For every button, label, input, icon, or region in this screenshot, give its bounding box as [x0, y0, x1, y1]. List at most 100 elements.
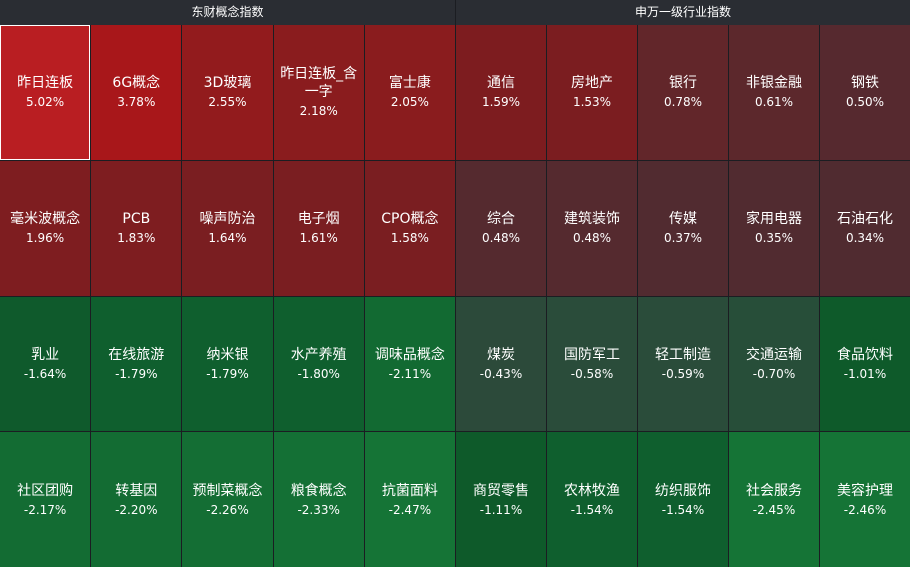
heatmap-tile[interactable]: 家用电器 0.35% — [729, 160, 819, 296]
tile-change: 2.05% — [390, 95, 429, 110]
heatmap-tile[interactable]: 噪声防治 1.64% — [182, 160, 273, 296]
heatmap-tile[interactable]: 社会服务 -2.45% — [729, 432, 819, 567]
heatmap-tile[interactable]: 毫米波概念 1.96% — [0, 160, 91, 296]
heatmap-tile[interactable]: 银行 0.78% — [638, 25, 728, 160]
tile-change: 0.37% — [663, 231, 703, 246]
heatmap-tile[interactable]: 建筑装饰 0.48% — [547, 160, 637, 296]
heatmap-tile[interactable]: 商贸零售 -1.11% — [456, 432, 546, 567]
tile-change: -1.79% — [115, 366, 158, 381]
tile-change: -2.47% — [388, 502, 432, 517]
tile-name: 调味品概念 — [374, 346, 445, 363]
tile-change: 0.50% — [845, 95, 885, 110]
tile-name: 水产养殖 — [290, 346, 347, 363]
tile-change: -2.26% — [206, 502, 249, 517]
tile-name: 钢铁 — [851, 75, 879, 92]
heatmap-tile[interactable]: 传媒 0.37% — [638, 160, 728, 296]
tile-change: -1.64% — [23, 366, 67, 381]
tile-change: 1.61% — [299, 231, 338, 246]
tile-name: 转基因 — [115, 482, 158, 499]
tile-name: 商贸零售 — [473, 482, 529, 499]
tile-change: 1.64% — [208, 231, 247, 246]
heatmap-tile[interactable]: 国防军工 -0.58% — [547, 296, 637, 432]
heatmap-tile[interactable]: 农林牧渔 -1.54% — [547, 432, 637, 567]
tile-change: 1.53% — [572, 95, 612, 110]
tile-change: -2.46% — [843, 502, 887, 517]
heatmap-tile[interactable]: PCB 1.83% — [91, 160, 182, 296]
tile-change: -1.54% — [661, 502, 705, 517]
tile-change: -2.33% — [297, 502, 340, 517]
tile-name: 煤炭 — [487, 346, 515, 363]
heatmap-tile[interactable]: 非银金融 0.61% — [729, 25, 819, 160]
tile-change: 3.78% — [117, 95, 156, 110]
tile-name: 通信 — [487, 75, 515, 92]
tile-change: -2.17% — [23, 502, 67, 517]
heatmap-tile[interactable]: 预制菜概念 -2.26% — [182, 432, 273, 567]
tile-name: 昨日连板 — [17, 75, 74, 92]
heatmap-tile[interactable]: 转基因 -2.20% — [91, 432, 182, 567]
tile-name: CPO概念 — [381, 211, 439, 228]
tile-name: 6G概念 — [112, 75, 161, 92]
heatmap-tile[interactable]: 在线旅游 -1.79% — [91, 296, 182, 432]
tile-name: 社会服务 — [746, 482, 802, 499]
tile-name: 噪声防治 — [199, 211, 256, 228]
tile-name: PCB — [122, 211, 151, 228]
heatmap-tile[interactable]: 社区团购 -2.17% — [0, 432, 91, 567]
tile-name: 非银金融 — [746, 75, 802, 92]
heatmap-tile[interactable]: 食品饮料 -1.01% — [820, 296, 910, 432]
tile-name: 毫米波概念 — [10, 211, 81, 228]
tile-change: 2.55% — [208, 95, 247, 110]
tile-name: 石油石化 — [837, 211, 893, 228]
tile-name: 抗菌面料 — [381, 482, 438, 499]
tile-name: 乳业 — [31, 346, 60, 363]
heatmap-tile[interactable]: 纳米银 -1.79% — [182, 296, 273, 432]
heatmap-tile[interactable]: 调味品概念 -2.11% — [364, 296, 455, 432]
tile-change: -0.70% — [752, 366, 796, 381]
heatmap-tile[interactable]: 纺织服饰 -1.54% — [638, 432, 728, 567]
heatmap-tile[interactable]: 房地产 1.53% — [547, 25, 637, 160]
heatmap-tile[interactable]: 钢铁 0.50% — [820, 25, 910, 160]
tile-name: 传媒 — [669, 211, 697, 228]
heatmap-tile[interactable]: 乳业 -1.64% — [0, 296, 91, 432]
tile-change: 0.34% — [845, 231, 885, 246]
heatmap-tile[interactable]: 综合 0.48% — [456, 160, 546, 296]
heatmap-tile[interactable]: 美容护理 -2.46% — [820, 432, 910, 567]
tile-change: 1.96% — [26, 231, 65, 246]
tile-name: 社区团购 — [17, 482, 74, 499]
tile-change: -1.80% — [297, 366, 340, 381]
concept-index-title: 东财概念指数 — [0, 0, 455, 25]
tile-name: 交通运输 — [746, 346, 802, 363]
concept-index-panel: 东财概念指数 昨日连板 5.02% 6G概念 3.78% 3D玻璃 2.55% 昨日连板_含… — [0, 0, 455, 567]
tile-change: -1.54% — [570, 502, 614, 517]
tile-change: -2.11% — [388, 366, 432, 381]
heatmap-tile[interactable]: 水产养殖 -1.80% — [273, 296, 364, 432]
tile-change: 5.02% — [26, 95, 65, 110]
heatmap-tile[interactable]: 3D玻璃 2.55% — [182, 25, 273, 160]
tile-change: -0.58% — [570, 366, 614, 381]
heatmap-tile[interactable]: 电子烟 1.61% — [273, 160, 364, 296]
tile-name: 银行 — [669, 75, 697, 92]
heatmap-tile[interactable]: 昨日连板 5.02% — [0, 25, 91, 160]
heatmap-tile[interactable]: 轻工制造 -0.59% — [638, 296, 728, 432]
heatmap-tile[interactable]: 煤炭 -0.43% — [456, 296, 546, 432]
heatmap-tile[interactable]: 富士康 2.05% — [364, 25, 455, 160]
heatmap-tile[interactable]: 昨日连板_含一字 2.18% — [273, 25, 364, 160]
tile-change: 0.78% — [663, 95, 703, 110]
tile-change: -1.79% — [206, 366, 249, 381]
tile-change: -0.59% — [661, 366, 705, 381]
heatmap-tile[interactable]: 石油石化 0.34% — [820, 160, 910, 296]
heatmap-tile[interactable]: 抗菌面料 -2.47% — [364, 432, 455, 567]
tile-change: 0.35% — [754, 231, 794, 246]
tile-name: 粮食概念 — [290, 482, 347, 499]
concept-index-grid: 昨日连板 5.02% 6G概念 3.78% 3D玻璃 2.55% 昨日连板_含一字 2.18%… — [0, 25, 455, 567]
tile-name: 预制菜概念 — [192, 482, 263, 499]
tile-name: 家用电器 — [746, 211, 802, 228]
heatmap-tile[interactable]: 粮食概念 -2.33% — [273, 432, 364, 567]
heatmap-tile[interactable]: 6G概念 3.78% — [91, 25, 182, 160]
tile-change: 1.59% — [481, 95, 521, 110]
heatmap-tile[interactable]: 通信 1.59% — [456, 25, 546, 160]
industry-index-title: 申万一级行业指数 — [455, 0, 910, 25]
tile-change: 1.83% — [117, 231, 156, 246]
heatmap-tile[interactable]: CPO概念 1.58% — [364, 160, 455, 296]
heatmap-tile[interactable]: 交通运输 -0.70% — [729, 296, 819, 432]
tile-name: 轻工制造 — [655, 346, 711, 363]
